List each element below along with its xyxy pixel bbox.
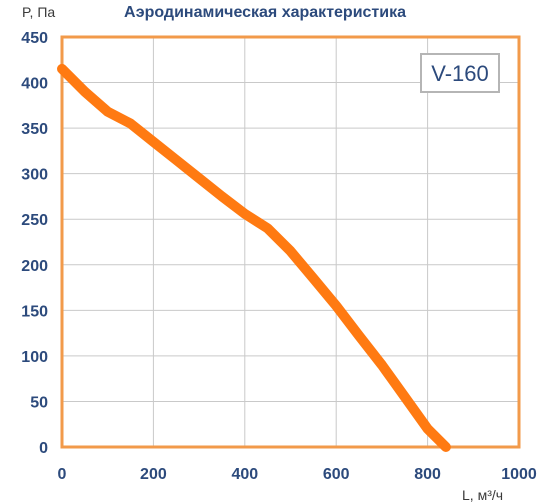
x-tick-label: 0: [58, 466, 67, 483]
y-tick-label: 200: [21, 258, 48, 275]
y-tick-labels: 0 50 100 150 200 250 300 350 400 450: [21, 30, 48, 457]
y-tick-label: 450: [21, 30, 48, 47]
model-badge-label: V-160: [431, 61, 489, 86]
horizontal-gridlines: [62, 82, 519, 402]
chart-title: Аэродинамическая характеристика: [124, 4, 406, 21]
series-line: [57, 63, 451, 452]
y-tick-label: 150: [21, 303, 48, 320]
y-tick-label: 100: [21, 349, 48, 366]
y-tick-label: 300: [21, 167, 48, 184]
plot-frame: [60, 35, 521, 449]
y-tick-label: 0: [39, 440, 48, 457]
x-tick-label: 1000: [501, 466, 537, 483]
x-tick-label: 200: [140, 466, 167, 483]
x-tick-label: 600: [323, 466, 350, 483]
vertical-gridlines: [152, 37, 429, 447]
y-tick-label: 250: [21, 212, 48, 229]
y-tick-label: 50: [30, 394, 48, 411]
y-tick-label: 350: [21, 121, 48, 138]
x-tick-label: 800: [414, 466, 441, 483]
x-tick-label: 400: [231, 466, 258, 483]
y-tick-label: 400: [21, 76, 48, 93]
model-badge-box: [420, 53, 500, 93]
x-axis-label: L, м³/ч: [462, 487, 503, 503]
model-badge: V-160: [420, 53, 500, 93]
y-axis-label: P, Па: [22, 4, 55, 20]
x-tick-labels: 0 200 400 600 800 1000: [58, 466, 537, 483]
